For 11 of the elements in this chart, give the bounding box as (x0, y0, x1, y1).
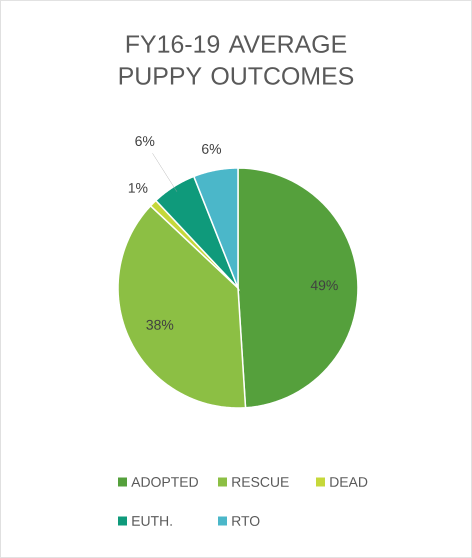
legend-label: ADOPTED (131, 477, 198, 487)
data-label: 6% (135, 136, 154, 146)
data-label: 38% (146, 320, 174, 330)
data-label: 1% (128, 182, 148, 193)
legend-label: DEAD (330, 477, 368, 487)
data-label: 6% (202, 144, 222, 154)
legend-label: RESCUE (232, 477, 289, 487)
chart-title: FY16-19 AVERAGE PUPPY OUTCOMES (120, 35, 354, 85)
legend-label: RTO (232, 516, 260, 526)
data-label: 49% (310, 280, 338, 290)
legend-label: EUTH. (132, 516, 172, 526)
